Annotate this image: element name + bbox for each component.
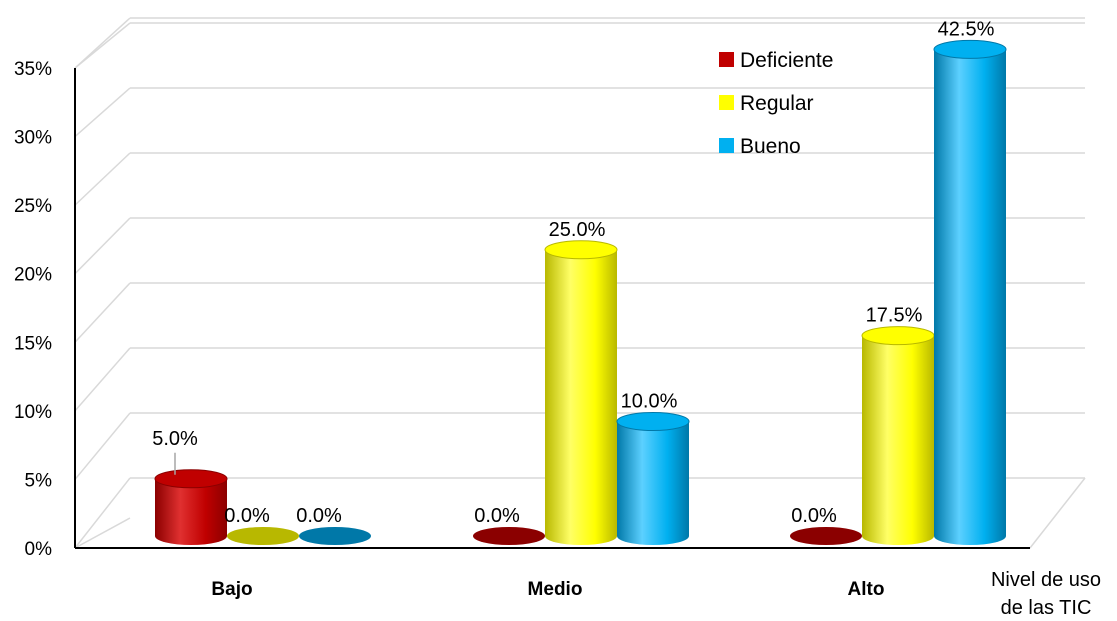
y-tick-label: 10% xyxy=(14,402,52,423)
bar-top xyxy=(933,39,1007,59)
floor-edge xyxy=(74,517,131,549)
bar-top xyxy=(544,240,618,260)
category-label: Medio xyxy=(528,579,583,600)
data-label: 42.5% xyxy=(938,18,995,40)
bar-zero xyxy=(790,527,862,545)
data-label: 25.0% xyxy=(549,219,606,241)
axes: 0% 5% 10% 15% 20% 25% 30% 35% Bajo Medio Alto Nivel… xyxy=(14,59,1101,619)
y-tick-label: 30% xyxy=(14,128,52,149)
gridline-side xyxy=(74,412,131,480)
bar xyxy=(617,421,689,545)
y-tick-label: 15% xyxy=(14,333,52,354)
data-label: 0.0% xyxy=(224,505,270,527)
bars xyxy=(154,39,1007,545)
y-tick-label: 0% xyxy=(25,539,53,560)
data-label: 0.0% xyxy=(474,505,520,527)
legend-label: Deficiente xyxy=(740,49,833,72)
gridline-side xyxy=(74,217,131,275)
legend-label: Bueno xyxy=(740,135,801,158)
bar-top xyxy=(154,469,228,489)
gridline-side xyxy=(74,282,131,343)
legend-swatch xyxy=(719,95,734,110)
bar-top xyxy=(861,326,935,346)
gridline-side xyxy=(74,347,131,412)
bar xyxy=(862,335,934,545)
legend-label: Regular xyxy=(740,92,814,115)
legend-swatch xyxy=(719,52,734,67)
y-tick-label: 25% xyxy=(14,196,52,217)
data-label: 0.0% xyxy=(296,505,342,527)
bar xyxy=(545,249,617,545)
data-labels: 5.0% 0.0% 0.0% 0.0% 25.0% 10.0% 0.0% 17.5% 42.5% xyxy=(152,18,994,527)
x-axis-title: Nivel de uso xyxy=(991,569,1101,591)
y-tick-label: 5% xyxy=(25,470,53,491)
gridline-side xyxy=(74,477,131,549)
gridline-side xyxy=(74,17,131,69)
legend-swatch xyxy=(719,138,734,153)
bar-zero xyxy=(227,527,299,545)
data-label: 5.0% xyxy=(152,428,198,450)
y-tick-label: 20% xyxy=(14,265,52,286)
data-label: 17.5% xyxy=(866,305,923,327)
bar xyxy=(934,49,1006,545)
x-axis-title: de las TIC xyxy=(1001,597,1092,619)
bar-zero xyxy=(473,527,545,545)
bar-top xyxy=(616,412,690,431)
data-label: 10.0% xyxy=(621,391,678,413)
gridline-side xyxy=(74,87,131,138)
data-label: 0.0% xyxy=(791,505,837,527)
bar-zero xyxy=(299,527,371,545)
category-label: Alto xyxy=(848,579,885,600)
bar xyxy=(155,478,227,545)
category-label: Bajo xyxy=(211,579,252,600)
gridline-side xyxy=(74,152,131,206)
y-tick-label: 35% xyxy=(14,59,52,80)
floor-edge xyxy=(1029,477,1086,549)
legend: Deficiente Regular Bueno xyxy=(719,49,833,158)
